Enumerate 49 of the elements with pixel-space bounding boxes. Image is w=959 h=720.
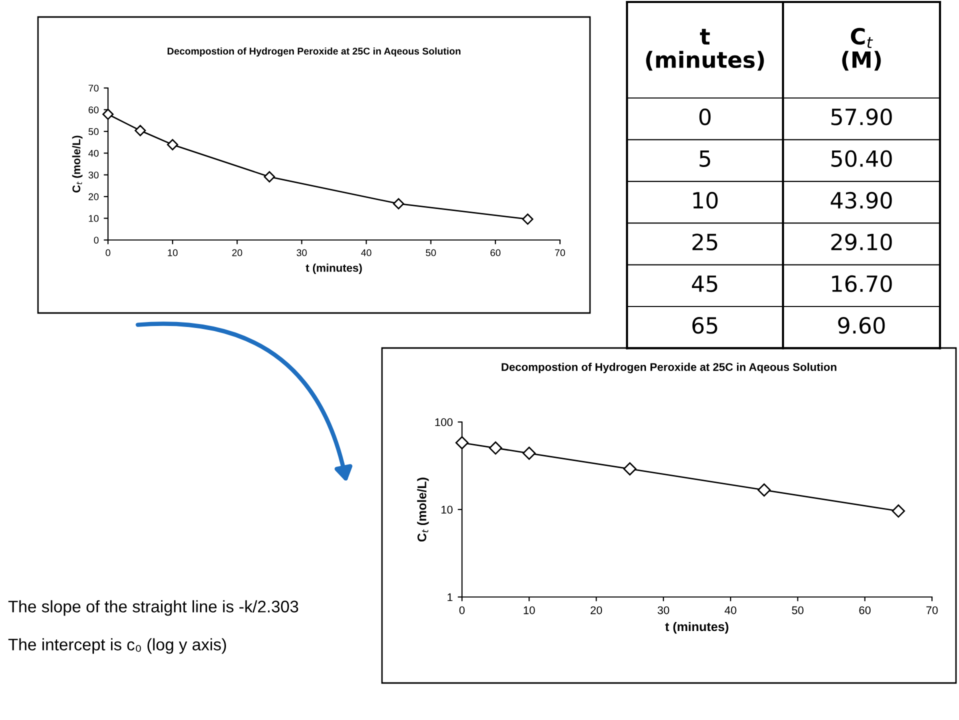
text: C$_{t}$ (M) xyxy=(842,28,881,71)
x-tick-label: 20 xyxy=(232,249,242,256)
text: 25 xyxy=(692,234,718,250)
text: 0 xyxy=(699,108,711,126)
y-axis-title: C$_{t}$ (mole/L) xyxy=(417,478,429,542)
y-tick-label: 20 xyxy=(88,193,99,200)
x-tick-label: 70 xyxy=(555,249,566,256)
y-tick-label: 30 xyxy=(88,172,99,178)
x-tick-label: 60 xyxy=(859,606,871,614)
x-axis-title: t (minutes) xyxy=(306,264,362,274)
x-tick-label: 30 xyxy=(296,249,307,256)
x-tick-label: 70 xyxy=(926,606,938,614)
y-tick-label: 50 xyxy=(88,128,99,136)
text: The slope of the straight line is -k/2.303 xyxy=(8,600,298,616)
y-tick-label: 70 xyxy=(88,84,99,92)
text: 57.90 xyxy=(831,108,892,126)
x-tick-label: 20 xyxy=(590,606,602,614)
y-tick-label: 1 xyxy=(448,593,452,602)
x-tick-label: 50 xyxy=(792,606,804,614)
x-tick-label: 30 xyxy=(658,606,670,614)
x-tick-label: 0 xyxy=(459,606,465,614)
chart-title: Decompostion of Hydrogen Peroxide at 25C in Aqeous Solution xyxy=(168,47,460,57)
x-tick-label: 60 xyxy=(490,249,500,256)
y-tick-label: 10 xyxy=(441,506,453,514)
text: 5 xyxy=(700,150,710,167)
y-tick-label: 100 xyxy=(435,418,453,426)
y-axis-title: C$_{t}$ (mole/L) xyxy=(72,136,83,192)
x-tick-label: 40 xyxy=(361,249,372,256)
x-tick-label: 10 xyxy=(524,606,535,614)
chart-title: Decompostion of Hydrogen Peroxide at 25C in Aqeous Solution xyxy=(502,362,836,374)
x-tick-label: 50 xyxy=(426,249,436,256)
text: 65 xyxy=(692,316,718,334)
y-tick-label: 40 xyxy=(88,150,99,157)
text: The intercept is c₀ (log y axis) xyxy=(8,638,226,654)
x-tick-label: 0 xyxy=(106,249,110,256)
y-tick-label: 60 xyxy=(88,106,99,114)
text: 16.70 xyxy=(832,275,892,292)
text: 45 xyxy=(692,276,718,292)
text: t (minutes) xyxy=(646,28,764,71)
text: 10 xyxy=(693,192,718,209)
text: 29.10 xyxy=(831,234,892,250)
text: 9.60 xyxy=(838,316,885,334)
y-tick-label: 0 xyxy=(94,236,99,244)
x-axis-title: t (minutes) xyxy=(665,622,728,634)
text: 43.90 xyxy=(830,192,892,209)
y-tick-label: 10 xyxy=(88,215,99,222)
x-tick-label: 10 xyxy=(168,249,178,256)
text: 50.40 xyxy=(831,150,892,167)
x-tick-label: 40 xyxy=(724,606,736,614)
